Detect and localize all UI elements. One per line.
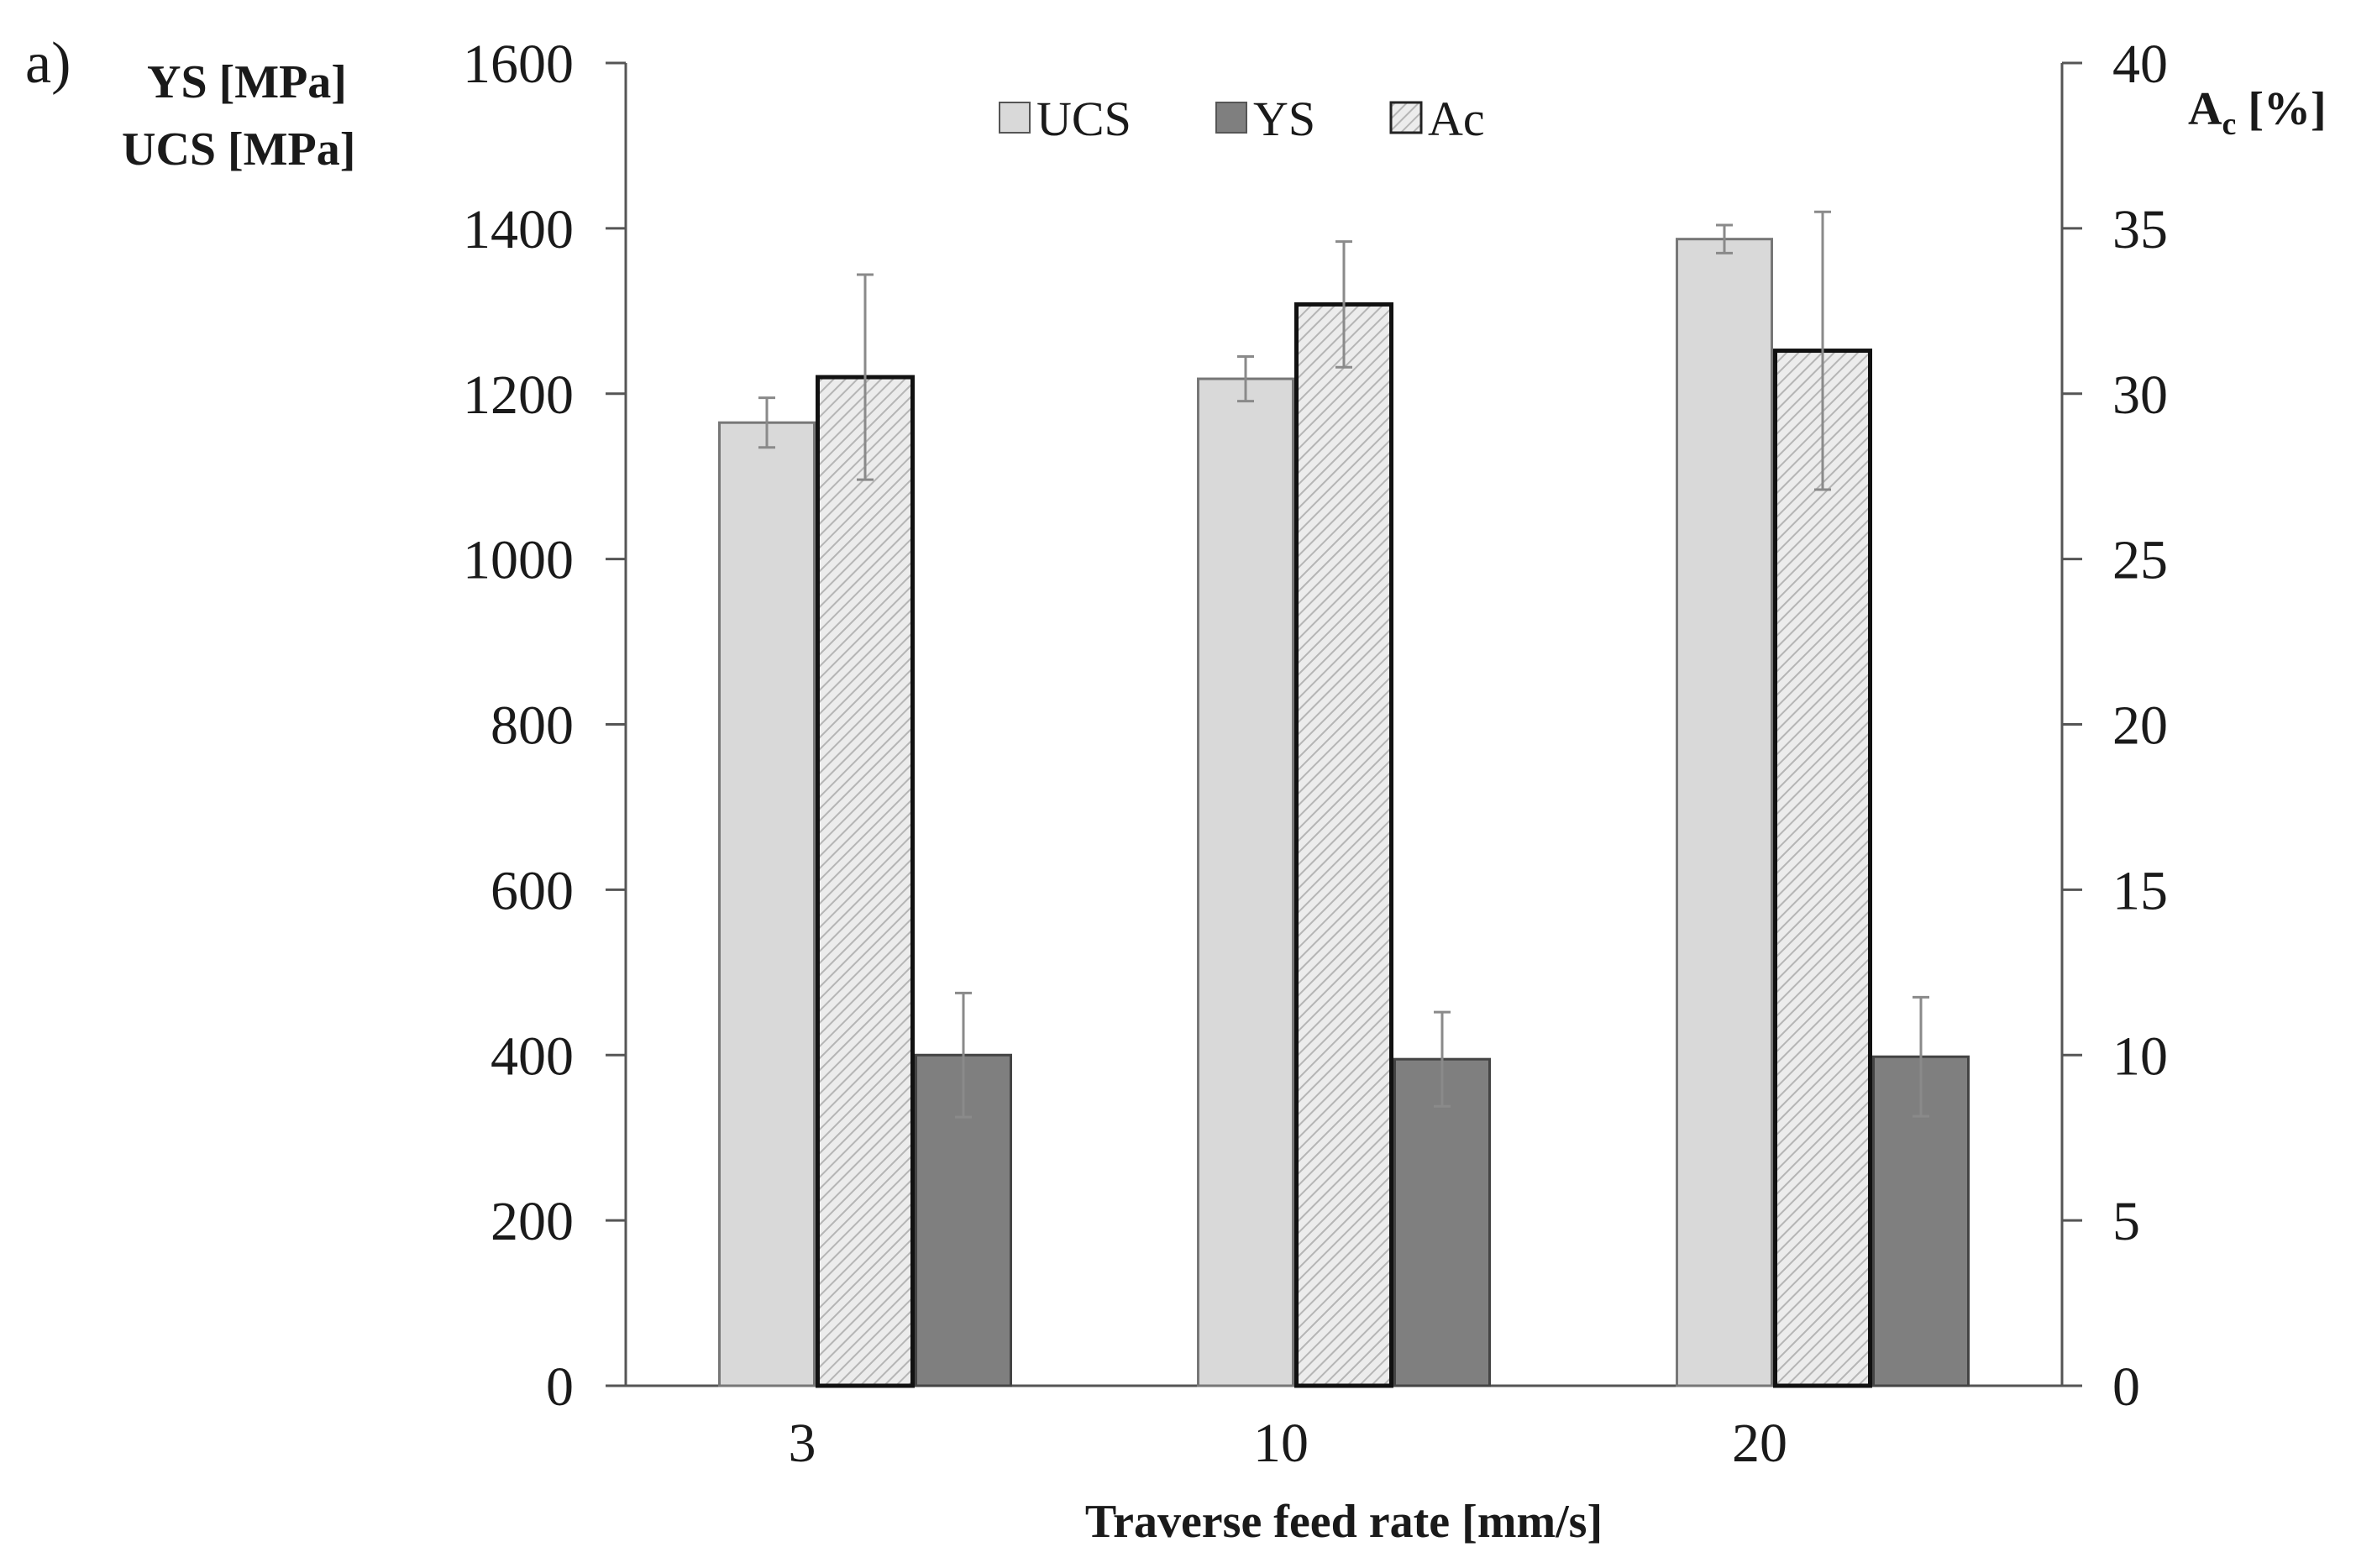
left-tick-label: 200 xyxy=(491,1191,574,1252)
legend-label-ucs: UCS xyxy=(1036,92,1131,146)
error-bar-ucs-20 xyxy=(1716,223,1733,254)
right-tick-label: 20 xyxy=(2112,695,2168,757)
right-tick-label: 10 xyxy=(2112,1025,2168,1087)
bars-group xyxy=(718,210,1970,1388)
error-bar-ucs-10 xyxy=(1237,354,1254,403)
bar-ac-10 xyxy=(1294,302,1393,1388)
right-tick-label: 30 xyxy=(2112,364,2168,426)
left-axis-title-ucs: UCS [MPa] xyxy=(122,123,355,176)
bar-ucs-3 xyxy=(718,421,816,1387)
left-tick-label: 600 xyxy=(491,860,574,921)
legend-swatch-ys xyxy=(1215,102,1247,134)
bar-ucs-20 xyxy=(1676,238,1773,1387)
right-tick-label: 5 xyxy=(2112,1191,2140,1252)
panel-label: a) xyxy=(25,31,71,96)
bar-ys-10 xyxy=(1393,1057,1491,1387)
x-tick-label: 20 xyxy=(1732,1413,1787,1474)
left-tick-label: 1000 xyxy=(463,530,574,591)
bar-ac-20 xyxy=(1773,349,1872,1388)
left-axis-ticks: 0 200 400 600 800 1000 1200 1400 1600 xyxy=(463,34,626,1418)
error-bar-ac-20 xyxy=(1814,210,1831,491)
x-axis-title: Traverse feed rate [mm/s] xyxy=(1085,1496,1603,1548)
error-bar-ac-10 xyxy=(1335,240,1352,369)
right-axis-ticks: 0 5 10 15 20 25 30 35 40 xyxy=(2062,34,2168,1418)
left-tick-label: 1600 xyxy=(463,34,574,95)
x-tick-label: 3 xyxy=(789,1413,816,1474)
legend-swatch-ucs xyxy=(999,102,1031,134)
x-axis-ticks: 3 10 20 xyxy=(789,1413,1788,1474)
left-tick-label: 1200 xyxy=(463,364,574,426)
error-bar-ys-20 xyxy=(1913,995,1929,1118)
right-axis-title-main: A xyxy=(2188,83,2222,135)
right-tick-label: 35 xyxy=(2112,199,2168,260)
error-bar-ucs-3 xyxy=(758,396,775,449)
error-bar-ac-3 xyxy=(857,273,874,481)
legend: UCS YS Ac xyxy=(999,92,1485,146)
right-tick-label: 15 xyxy=(2112,860,2168,921)
right-axis-title-unit: [%] xyxy=(2236,83,2326,135)
right-tick-label: 0 xyxy=(2112,1356,2140,1418)
left-axis-title-ys: YS [MPa] xyxy=(147,56,347,108)
left-tick-label: 0 xyxy=(546,1356,574,1418)
left-tick-label: 400 xyxy=(491,1025,574,1087)
error-bar-ys-10 xyxy=(1434,1010,1451,1108)
x-tick-label: 10 xyxy=(1253,1413,1309,1474)
bar-ucs-10 xyxy=(1197,377,1294,1387)
error-bar-ys-3 xyxy=(955,991,972,1119)
right-axis-title-subscript: c xyxy=(2222,107,2236,142)
legend-label-ys: YS xyxy=(1253,92,1315,146)
right-axis-title: Ac [%] xyxy=(2188,83,2327,142)
right-tick-label: 40 xyxy=(2112,34,2168,95)
right-tick-label: 25 xyxy=(2112,530,2168,591)
left-tick-label: 800 xyxy=(491,695,574,757)
bar-ac-3 xyxy=(816,375,915,1388)
legend-swatch-ac xyxy=(1389,101,1423,134)
legend-label-ac: Ac xyxy=(1428,92,1485,146)
left-tick-label: 1400 xyxy=(463,199,574,260)
